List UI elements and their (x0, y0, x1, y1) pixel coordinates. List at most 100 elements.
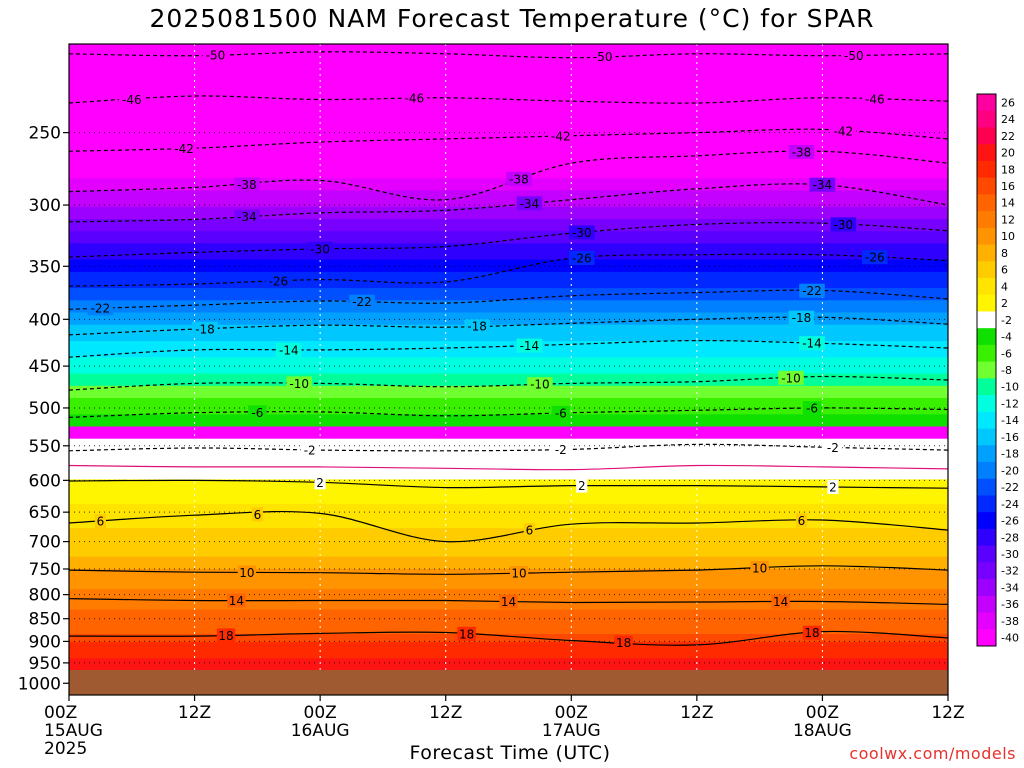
y-tick-label: 450 (29, 357, 61, 377)
temperature-heatmap (69, 44, 948, 695)
heat-band (69, 442, 948, 448)
y-tick-label: 900 (29, 632, 61, 652)
colorbar-swatch (977, 545, 996, 563)
contour-label-bg (286, 376, 312, 391)
contour-label: -30 (572, 226, 592, 240)
heat-band (69, 341, 948, 346)
contour-label: -10 (530, 378, 550, 392)
contour-label-bg (551, 442, 570, 457)
colorbar-label: -36 (1001, 598, 1019, 611)
y-tick-label: 950 (29, 654, 61, 674)
colorbar-label: -14 (1001, 414, 1019, 427)
heat-band (69, 381, 948, 387)
contour-label: -22 (91, 302, 111, 316)
colorbar-label: 22 (1001, 130, 1015, 143)
contour-label-bg (614, 635, 633, 650)
colorbar-label: 20 (1001, 147, 1015, 160)
contour-label: -26 (865, 251, 885, 265)
colorbar-label: -20 (1001, 464, 1019, 477)
heat-band (69, 638, 948, 643)
y-tick-label: 1000 (18, 674, 61, 694)
heat-band (69, 418, 948, 424)
heat-band (69, 450, 948, 456)
colorbar-swatch (977, 344, 996, 363)
y-tick-label: 500 (29, 399, 61, 419)
contour-label-bg (862, 92, 888, 107)
colorbar-swatch (977, 428, 996, 446)
contour-label-bg (87, 301, 114, 316)
heat-band (69, 564, 948, 570)
heat-band (69, 275, 948, 281)
heat-band (69, 223, 948, 228)
heat-band (69, 133, 948, 139)
colorbar-swatch (977, 411, 996, 429)
contour-label-bg (589, 49, 616, 64)
colorbar-label: -18 (1001, 448, 1019, 461)
heat-band (69, 113, 948, 119)
colorbar-swatch (977, 528, 996, 547)
contour-label: 2 (578, 479, 586, 493)
heat-band (69, 516, 948, 521)
y-tick-label: 400 (29, 310, 61, 330)
x-tick-label: 17AUG (542, 721, 601, 741)
contour-label: -6 (251, 406, 263, 420)
contour-label: 14 (773, 595, 788, 609)
heat-band (69, 389, 948, 395)
contour-label: 18 (804, 626, 819, 640)
colorbar-label: -4 (1001, 331, 1012, 344)
contour-label-bg (795, 513, 808, 528)
contour-label: -26 (268, 275, 288, 289)
contour-label: -50 (844, 49, 864, 63)
heat-band (69, 239, 948, 245)
contour-label: 6 (798, 514, 806, 528)
contour-line (69, 253, 948, 287)
colorbar-label: 4 (1001, 280, 1008, 293)
contour-label: -30 (310, 242, 330, 256)
heat-band (69, 292, 948, 298)
contour-label: 10 (511, 567, 526, 581)
colorbar-swatch (977, 160, 996, 179)
y-tick-label: 800 (29, 586, 61, 606)
heat-band (69, 145, 948, 151)
colorbar-label: 14 (1001, 197, 1015, 210)
contour-label-bg (799, 336, 825, 351)
contour-label-bg (227, 593, 246, 608)
colorbar-swatch (977, 261, 996, 279)
contour-label-bg (171, 141, 197, 156)
contour-label: -42 (174, 142, 194, 156)
contour-label-bg (401, 91, 428, 106)
heat-band (69, 308, 948, 314)
contour-label: -34 (520, 197, 540, 211)
heat-band (69, 357, 948, 363)
heat-band (69, 646, 948, 652)
heat-band (69, 568, 948, 574)
colorbar-swatch (977, 562, 996, 580)
contour-label-bg (827, 480, 839, 494)
chart-title: 2025081500 NAM Forecast Temperature (°C)… (149, 4, 875, 33)
contour-label-bg (788, 145, 815, 159)
heat-band (69, 589, 948, 595)
contour-label-bg (234, 209, 260, 224)
heat-band (69, 117, 948, 123)
heat-band (69, 650, 948, 656)
heat-band (69, 365, 948, 371)
colorbar-swatch (977, 244, 996, 262)
contour-label-bg (771, 594, 790, 609)
colorbar-swatch (977, 361, 996, 379)
heat-band (69, 149, 948, 155)
heat-band (69, 393, 948, 399)
heat-band (69, 332, 948, 338)
heat-band (69, 454, 948, 460)
heat-band (69, 312, 948, 318)
contour-label-bg (788, 310, 815, 325)
heat-band (69, 629, 948, 635)
contour-label: -18 (195, 322, 215, 336)
contour-label-bg (251, 507, 263, 522)
heat-band (69, 288, 948, 293)
heat-band (69, 385, 948, 391)
x-tick-label: 18AUG (793, 721, 852, 741)
contour-label: 18 (616, 636, 631, 650)
heat-band (69, 609, 948, 615)
heat-band (69, 186, 948, 192)
